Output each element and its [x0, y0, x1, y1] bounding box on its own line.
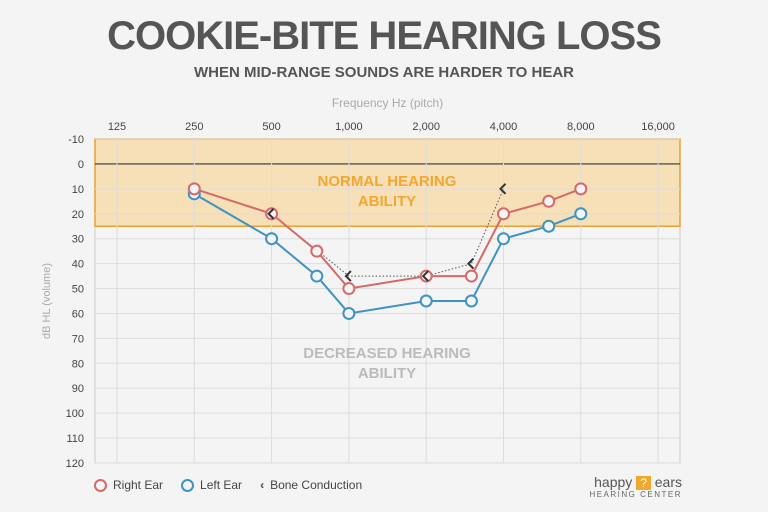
y-tick-label: 10 [72, 184, 84, 196]
decreased-region-label: DECREASED HEARING [303, 345, 471, 362]
right-ear-point [187, 182, 201, 196]
legend: Right Ear Left Ear ‹ Bone Conduction [94, 478, 362, 492]
bone-conduction-point [344, 270, 352, 282]
right-ear-point [464, 269, 478, 283]
right-ear-point [342, 282, 356, 296]
ear-icon: ? [636, 476, 651, 490]
legend-left-ear: Left Ear [181, 478, 242, 492]
y-tick-label: 110 [66, 433, 84, 445]
bone-conduction-point [421, 270, 429, 282]
x-tick-label: 16,000 [641, 121, 675, 133]
y-tick-label: 30 [72, 234, 84, 246]
x-tick-label: 2,000 [412, 121, 440, 133]
right-ear-point [419, 269, 433, 283]
x-tick-label: 500 [262, 121, 280, 133]
left-ear-point [497, 232, 510, 246]
right-ear-point [542, 194, 556, 208]
blue-circle-icon [181, 478, 195, 492]
y-tick-label: 50 [72, 284, 84, 296]
legend-label: Left Ear [200, 478, 243, 492]
y-tick-label: 80 [72, 358, 84, 370]
x-tick-label: 1,000 [335, 121, 363, 133]
decreased-region-label: ABILITY [358, 365, 416, 382]
right-ear-point [265, 207, 279, 221]
logo-word: ears [654, 474, 682, 490]
legend-right-ear: Right Ear [94, 478, 163, 492]
bone-conduction-point [499, 183, 507, 195]
logo-subtext: HEARING CENTER [589, 490, 682, 499]
chart-subtitle: WHEN MID-RANGE SOUNDS ARE HARDER TO HEAR [193, 64, 574, 81]
y-tick-label: 100 [66, 408, 84, 420]
normal-region-label: ABILITY [358, 193, 416, 210]
left-ear-point [342, 306, 356, 320]
chevron-left-icon: ‹ [260, 478, 265, 492]
bone-conduction-point [467, 257, 475, 270]
bone-conduction-point [267, 208, 275, 220]
left-ear-point [310, 269, 324, 283]
x-axis-label: Frequency Hz (pitch) [332, 96, 443, 110]
normal-region-label: NORMAL HEARING [318, 173, 457, 190]
left-ear-point [419, 294, 433, 308]
red-circle-icon [94, 478, 107, 492]
left-ear-point [574, 207, 588, 221]
x-tick-label: 4,000 [490, 121, 518, 133]
x-tick-label: 125 [108, 121, 126, 133]
x-tick-label: 8,000 [567, 121, 595, 133]
y-tick-label: 120 [66, 458, 84, 470]
right-ear-point [497, 207, 510, 221]
y-tick-label: 90 [72, 383, 84, 395]
legend-bone-conduction: ‹ Bone Conduction [260, 478, 362, 492]
x-tick-label: 250 [185, 121, 203, 133]
legend-label: Bone Conduction [270, 478, 363, 492]
y-tick-label: 60 [72, 308, 84, 320]
legend-label: Right Ear [113, 478, 164, 492]
logo: happy ? ears HEARING CENTER [589, 474, 682, 499]
chart-title: COOKIE-BITE HEARING LOSS [107, 14, 662, 58]
y-tick-label: 70 [72, 333, 84, 345]
y-tick-label: -10 [68, 134, 84, 146]
left-ear-point [542, 219, 556, 233]
y-tick-label: 0 [78, 159, 84, 171]
left-ear-point [265, 232, 279, 246]
y-tick-label: 40 [72, 259, 84, 271]
right-ear-point [574, 182, 588, 196]
right-ear-point [310, 244, 324, 258]
left-ear-point [464, 294, 478, 308]
y-axis-label: dB HL (volume) [41, 263, 53, 339]
logo-word: happy [594, 474, 633, 490]
y-tick-label: 20 [72, 209, 84, 221]
